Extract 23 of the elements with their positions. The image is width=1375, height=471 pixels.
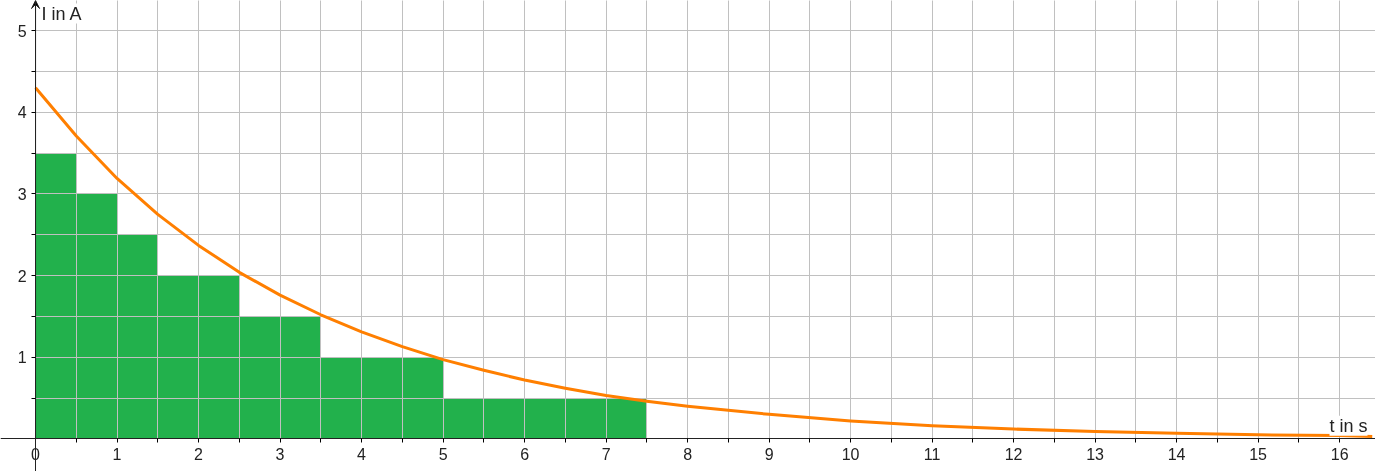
y-tick-label: 2 [17, 267, 27, 285]
x-tick-label: 13 [1086, 445, 1105, 463]
x-tick-label: 12 [1004, 445, 1023, 463]
x-tick-label: 15 [1249, 445, 1268, 463]
x-axis-title: t in s [1329, 415, 1368, 436]
y-tick-label: 3 [17, 185, 27, 203]
y-tick-label: 4 [17, 104, 27, 122]
y-tick-label: 1 [17, 349, 27, 367]
x-tick-label: 1 [112, 445, 122, 463]
x-tick-label: 8 [683, 445, 693, 463]
x-tick-label: 4 [357, 445, 367, 463]
x-tick-label: 16 [1330, 445, 1349, 463]
x-tick-label: 2 [194, 445, 204, 463]
y-axis-title: I in A [41, 3, 82, 24]
x-tick-label: 11 [923, 445, 941, 463]
x-tick-label: 9 [764, 445, 774, 463]
x-tick-label: 7 [601, 445, 611, 463]
x-tick-label: 3 [275, 445, 285, 463]
y-tick-label: 5 [17, 22, 27, 40]
x-tick-label: 10 [841, 445, 860, 463]
x-tick-label: 14 [1167, 445, 1186, 463]
x-tick-label: 5 [438, 445, 448, 463]
x-tick-label: 6 [520, 445, 530, 463]
